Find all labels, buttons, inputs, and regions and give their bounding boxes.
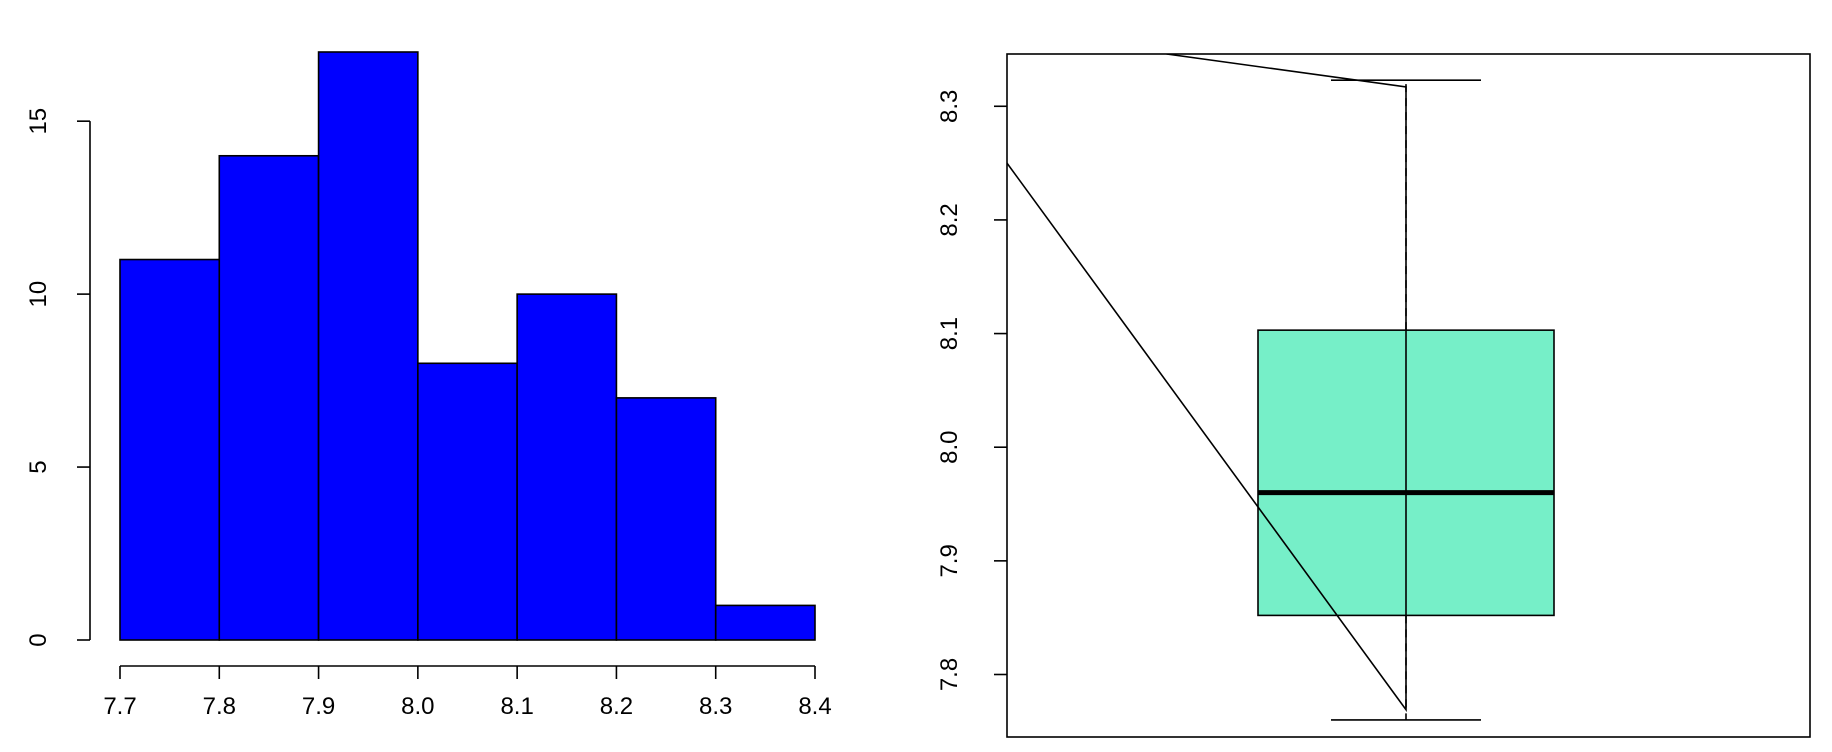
- y-tick-label: 10: [25, 281, 52, 308]
- y-tick-label: 0: [25, 633, 52, 646]
- y-tick-label: 8.0: [936, 431, 963, 464]
- x-tick-label: 8.4: [798, 693, 831, 720]
- histogram-bar: [516, 293, 618, 641]
- x-tick-label: 7.8: [203, 693, 236, 720]
- x-tick-label: 7.7: [103, 693, 136, 720]
- histogram-panel: 7.7 7.8 7.9 8.0 8.1 8.2 8.3 8.4 0 5 10 15: [25, 51, 832, 720]
- histogram-bar: [615, 397, 717, 641]
- y-tick-label: 8.3: [936, 90, 963, 123]
- y-tick-label: 5: [25, 460, 52, 473]
- histogram-bar: [417, 362, 518, 641]
- y-tick-label: 7.9: [936, 544, 963, 577]
- x-tick-label: 8.1: [500, 693, 533, 720]
- overlay-line: [1007, 54, 1407, 713]
- histogram-bar: [119, 258, 221, 641]
- histogram-bar: [218, 154, 320, 641]
- x-tick-label: 8.3: [699, 693, 732, 720]
- plot-frame: [1006, 53, 1811, 738]
- histogram-bar: [714, 604, 816, 641]
- y-tick-label: 15: [25, 108, 52, 135]
- boxplot-panel: 7.8 7.9 8.0 8.1 8.2 8.3: [936, 53, 1811, 738]
- y-tick-label: 8.1: [936, 317, 963, 350]
- x-tick-label: 8.0: [401, 693, 434, 720]
- histogram-bar: [317, 51, 419, 641]
- y-tick-label: 8.2: [936, 203, 963, 236]
- y-tick-label: 7.8: [936, 658, 963, 691]
- x-tick-label: 7.9: [302, 693, 335, 720]
- x-tick-label: 8.2: [600, 693, 633, 720]
